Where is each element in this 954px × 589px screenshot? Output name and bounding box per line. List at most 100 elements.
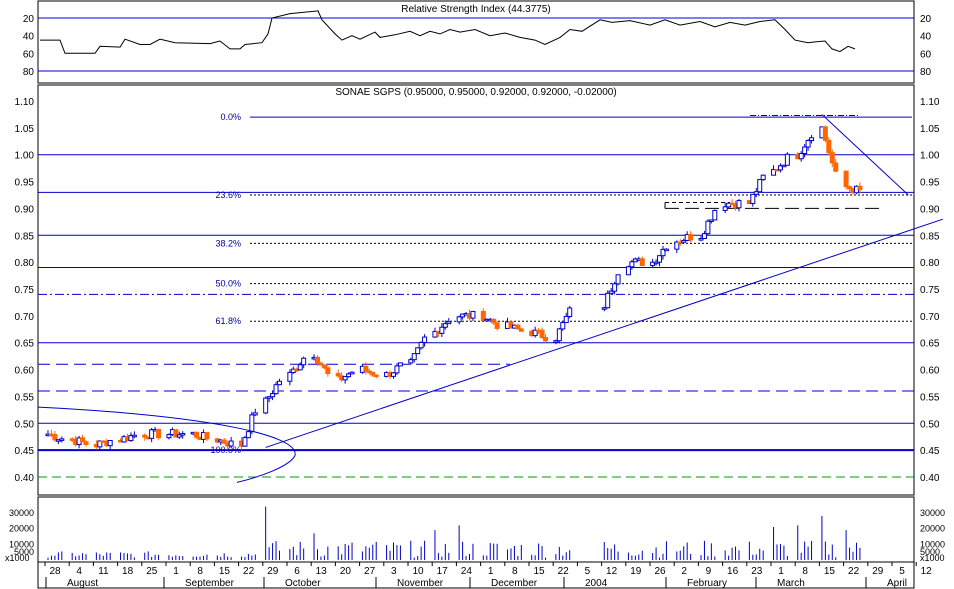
price-tick-right: 0.40 bbox=[920, 473, 940, 484]
day-tick: 8 bbox=[197, 566, 203, 577]
candle-up bbox=[180, 433, 186, 436]
candle-up bbox=[653, 261, 659, 265]
month-label: November bbox=[397, 578, 444, 589]
price-tick-left: 0.90 bbox=[15, 204, 35, 215]
candle-down bbox=[173, 429, 179, 438]
candle-up bbox=[342, 376, 348, 381]
price-tick-right: 0.65 bbox=[920, 339, 940, 350]
candle-up bbox=[615, 274, 621, 285]
candle-up bbox=[470, 310, 476, 319]
day-tick: 24 bbox=[461, 566, 473, 577]
volume-tick-right: 5000 bbox=[920, 547, 940, 557]
candle-up bbox=[805, 139, 811, 148]
rsi-tick-right: 60 bbox=[920, 49, 932, 60]
rsi-layer: 80 80 60 60 40 40 20 20 bbox=[23, 10, 932, 78]
day-tick: 17 bbox=[437, 566, 449, 577]
rsi-title: Relative Strength Index (44.3775) bbox=[401, 4, 551, 15]
candle-up bbox=[276, 380, 282, 386]
volume-tick-left: 30000 bbox=[9, 508, 34, 518]
day-tick: 3 bbox=[391, 566, 397, 577]
price-tick-right: 1.00 bbox=[920, 151, 940, 162]
day-tick: 6 bbox=[294, 566, 300, 577]
candle-up bbox=[784, 153, 790, 166]
candle-down bbox=[314, 356, 320, 364]
month-label: October bbox=[285, 578, 321, 589]
candle-up bbox=[346, 373, 352, 378]
rsi-tick-left: 40 bbox=[23, 32, 35, 43]
candle-down bbox=[847, 186, 853, 190]
candle-up bbox=[663, 248, 669, 252]
candle-down bbox=[142, 434, 148, 438]
candle-down bbox=[857, 185, 863, 191]
candle-down bbox=[543, 336, 549, 342]
day-tick: 28 bbox=[49, 566, 61, 577]
day-tick: 11 bbox=[98, 566, 109, 577]
candle-up bbox=[809, 137, 815, 141]
day-tick: 23 bbox=[751, 566, 763, 577]
candle-up bbox=[705, 220, 711, 235]
trendline-resistance bbox=[821, 114, 909, 196]
candle-down bbox=[325, 367, 331, 375]
candle-up bbox=[456, 316, 462, 323]
candle-up bbox=[176, 434, 182, 438]
rsi-tick-right: 80 bbox=[920, 67, 932, 78]
candle-up bbox=[553, 340, 559, 343]
candle-down bbox=[321, 364, 327, 369]
candle-up bbox=[252, 412, 258, 416]
candle-up bbox=[701, 233, 707, 240]
candle-up bbox=[560, 322, 566, 330]
price-tick-left: 0.55 bbox=[15, 392, 35, 403]
day-tick: 13 bbox=[316, 566, 328, 577]
candle-up bbox=[608, 290, 614, 294]
rsi-panel-frame bbox=[37, 0, 915, 84]
volume-tick-right: 30000 bbox=[920, 508, 945, 518]
candle-up bbox=[605, 292, 611, 309]
candle-up bbox=[567, 307, 573, 317]
rsi-tick-left: 60 bbox=[23, 49, 35, 60]
candle-up bbox=[128, 435, 134, 442]
month-label: February bbox=[687, 578, 727, 589]
rsi-tick-left: 20 bbox=[23, 14, 35, 25]
price-tick-left: 0.60 bbox=[15, 366, 35, 377]
volume-unit-right: x1000 bbox=[920, 553, 945, 563]
candle-down bbox=[363, 365, 369, 372]
price-tick-left: 0.80 bbox=[15, 258, 35, 269]
candle-up bbox=[660, 248, 666, 257]
candle-up bbox=[750, 193, 756, 205]
month-label: April bbox=[887, 578, 907, 589]
candle-up bbox=[245, 431, 251, 439]
day-tick: 10 bbox=[412, 566, 424, 577]
rsi-tick-right: 20 bbox=[920, 14, 932, 25]
month-label: December bbox=[491, 578, 538, 589]
candle-up bbox=[408, 359, 414, 364]
candle-down bbox=[833, 162, 839, 172]
fib-label: 0.0% bbox=[220, 112, 241, 122]
axes-layer: 1.10 1.10 1.05 1.05 1.00 1.00 0.95 0.95 0.90 0.90… bbox=[15, 97, 940, 589]
candle-down bbox=[677, 241, 683, 245]
candle-up bbox=[97, 440, 103, 448]
candle-up bbox=[736, 200, 742, 209]
candle-up bbox=[612, 283, 618, 292]
candle-up bbox=[263, 397, 269, 414]
candle-down bbox=[370, 371, 376, 376]
candle-up bbox=[418, 341, 424, 349]
candle-down bbox=[194, 431, 200, 438]
price-tick-right: 0.50 bbox=[920, 419, 940, 430]
candle-down bbox=[491, 318, 497, 324]
candle-up bbox=[556, 328, 562, 342]
volume-panel-frame bbox=[37, 496, 915, 563]
candle-up bbox=[625, 266, 631, 276]
candle-up bbox=[266, 396, 272, 399]
candle-up bbox=[563, 315, 569, 324]
price-tick-left: 1.00 bbox=[15, 151, 35, 162]
candle-up bbox=[802, 146, 808, 155]
candle-up bbox=[798, 153, 804, 160]
candle-up bbox=[753, 191, 759, 195]
candle-up bbox=[242, 437, 248, 447]
price-tick-left: 0.70 bbox=[15, 312, 35, 323]
day-tick: 5 bbox=[585, 566, 591, 577]
price-tick-right: 0.45 bbox=[920, 446, 940, 457]
candle-down bbox=[318, 362, 324, 366]
